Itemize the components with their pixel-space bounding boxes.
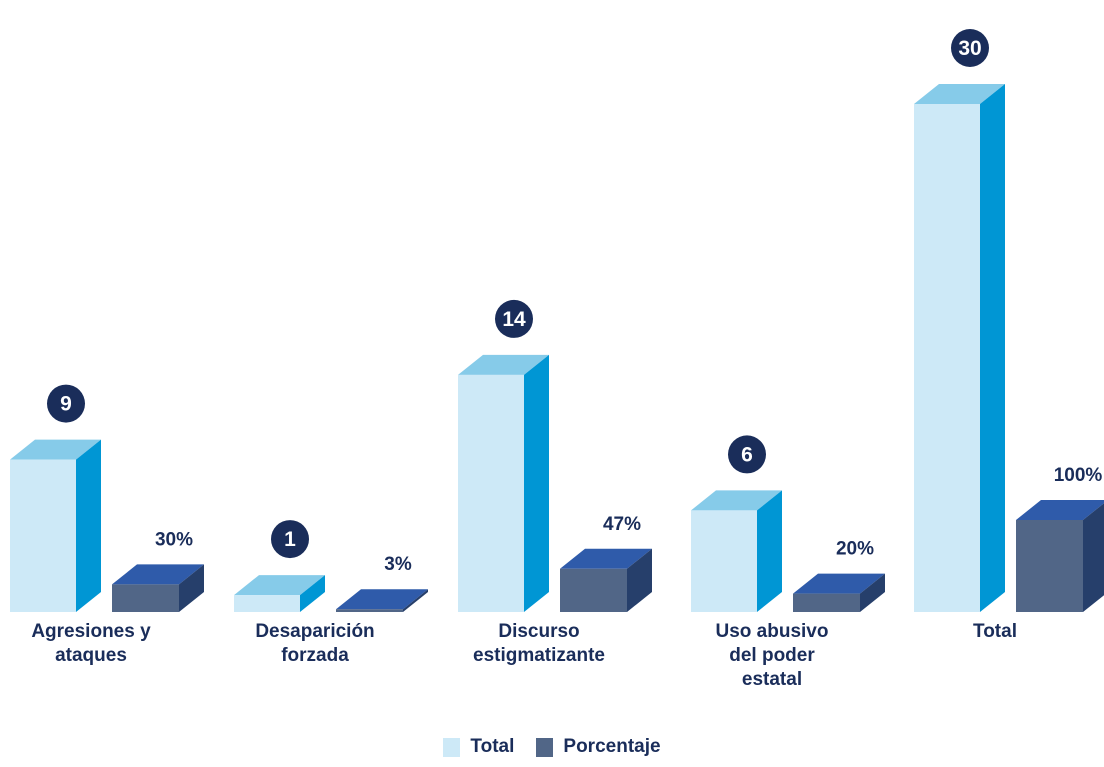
category-label-2-1: estigmatizante	[473, 645, 605, 666]
bar-total-4-side	[980, 84, 1005, 612]
bar-pct-4-front	[1016, 520, 1083, 612]
bar-total-4-top	[914, 84, 1005, 104]
badge-1	[271, 520, 309, 559]
badge-2	[495, 299, 533, 338]
bar-pct-0-top	[112, 564, 204, 585]
legend-item-total: Total	[443, 736, 514, 758]
bar-pct-2-top	[560, 548, 652, 569]
category-label-2-0: Discurso	[498, 621, 579, 642]
legend-swatch-total	[443, 737, 461, 757]
bar-pct-1-top	[336, 589, 428, 610]
badge-value-4: 30	[958, 37, 981, 60]
category-label-3-0: Uso abusivo	[716, 621, 829, 642]
bar-total-0-side	[76, 439, 101, 612]
bar-total-0-top	[10, 439, 101, 460]
legend: Total Porcentaje	[0, 736, 1104, 758]
bar-total-3-front	[691, 510, 757, 612]
bar-total-0-front	[10, 459, 76, 612]
badge-value-1: 1	[284, 528, 296, 551]
legend-label-total: Total	[470, 736, 515, 757]
pct-label-3: 20%	[836, 539, 874, 560]
bar-total-4-front	[914, 104, 980, 612]
category-label-0-1: ataques	[55, 645, 127, 666]
bar-chart: 9 30% Agresiones y ataques 1 3% Desaparición fo…	[10, 29, 1104, 690]
pct-label-1: 3%	[384, 554, 412, 575]
category-label-1-0: Desaparición	[255, 621, 374, 642]
category-label-4-0: Total	[973, 621, 1017, 642]
bar-total-3-side	[757, 490, 782, 612]
bar-total-1-side	[300, 575, 325, 612]
pct-label-2: 47%	[603, 514, 641, 535]
bar-pct-3-top	[793, 573, 885, 594]
badge-0	[47, 384, 85, 423]
bar-pct-0-front	[112, 584, 179, 612]
badge-3	[728, 435, 766, 474]
category-label-1-1: forzada	[281, 645, 349, 666]
category-label-0-0: Agresiones y	[31, 621, 151, 642]
bar-pct-2-side	[627, 548, 652, 612]
badge-4	[951, 29, 989, 67]
bar-total-2-side	[524, 354, 549, 612]
badge-value-3: 6	[741, 443, 753, 466]
badge-value-0: 9	[60, 393, 72, 416]
bar-pct-0-side	[179, 564, 204, 612]
pct-label-0: 30%	[155, 529, 193, 550]
bar-total-1-top	[234, 575, 325, 596]
bar-pct-1-side	[403, 589, 428, 612]
bar-total-1-front	[234, 595, 300, 612]
bar-pct-1-front	[336, 609, 403, 612]
bar-pct-3-side	[860, 573, 885, 612]
badge-value-2: 14	[502, 308, 526, 331]
legend-label-porcentaje: Porcentaje	[563, 736, 661, 757]
bar-pct-4-top	[1016, 500, 1104, 520]
legend-swatch-porcentaje	[536, 737, 554, 757]
bar-pct-4-side	[1083, 503, 1104, 612]
bar-total-2-top	[458, 354, 549, 375]
bar-total-2-front	[458, 374, 524, 612]
legend-item-porcentaje: Porcentaje	[536, 736, 661, 758]
bar-pct-3-front	[793, 593, 860, 612]
category-label-3-1: del poder	[729, 645, 815, 666]
bar-pct-2-front	[560, 568, 627, 612]
bar-total-3-top	[691, 490, 782, 511]
pct-label-4: 100%	[1054, 465, 1103, 486]
category-label-3-2: estatal	[742, 669, 802, 690]
